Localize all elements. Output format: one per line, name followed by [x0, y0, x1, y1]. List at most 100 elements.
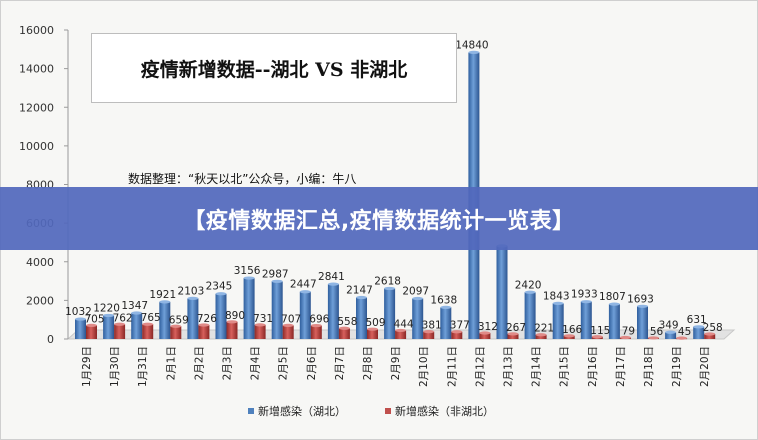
- data-label-non-hubei: 267: [506, 322, 526, 334]
- data-label-hubei: 2841: [318, 271, 345, 283]
- bar-non-hubei-cap: [507, 332, 519, 336]
- bar-hubei: [131, 312, 143, 339]
- bar-hubei-cap: [103, 313, 115, 318]
- bar-hubei-cap: [412, 296, 424, 301]
- bar-hubei: [440, 307, 452, 339]
- x-tick-label: 2月7日: [334, 346, 346, 380]
- x-tick-label: 2月9日: [390, 346, 402, 380]
- x-tick-label: 2月18日: [643, 346, 655, 387]
- bar-non-hubei-cap: [282, 323, 294, 327]
- bar-hubei: [496, 245, 508, 339]
- bar-non-hubei: [254, 324, 266, 339]
- x-tick-label: 2月16日: [587, 346, 599, 387]
- overlay-banner: 【疫情数据汇总,疫情数据统计一览表】: [0, 187, 758, 250]
- data-label-hubei: 2447: [290, 279, 317, 291]
- x-tick-label: 2月5日: [278, 346, 290, 380]
- x-tick-label: 2月6日: [306, 346, 318, 380]
- bar-hubei: [243, 278, 255, 339]
- data-label-non-hubei: 705: [84, 313, 104, 325]
- data-label-hubei: 2103: [178, 285, 205, 297]
- bar-non-hubei: [395, 330, 407, 339]
- data-label-hubei: 1843: [543, 290, 570, 302]
- bar-non-hubei-cap: [676, 336, 688, 340]
- bar-non-hubei: [310, 325, 322, 339]
- bar-non-hubei-cap: [591, 335, 603, 339]
- data-label-non-hubei: 377: [450, 320, 470, 332]
- x-tick-label: 2月10日: [418, 346, 430, 387]
- bar-non-hubei: [704, 334, 716, 339]
- bar-non-hubei-cap: [704, 332, 716, 336]
- bar-non-hubei-cap: [563, 334, 575, 338]
- bar-hubei: [271, 281, 283, 339]
- bar-non-hubei-cap: [114, 322, 126, 326]
- bar-hubei-cap: [299, 290, 311, 294]
- bar-hubei-cap: [187, 296, 199, 300]
- bar-hubei-cap: [440, 305, 452, 309]
- data-label-non-hubei: 731: [253, 313, 273, 325]
- data-label-hubei: 1638: [430, 294, 457, 306]
- data-label-non-hubei: 115: [590, 325, 610, 337]
- bar-hubei: [75, 319, 86, 339]
- bar-non-hubei-cap: [423, 330, 435, 334]
- bar-hubei: [637, 306, 648, 339]
- x-tick-label: 2月3日: [222, 346, 234, 380]
- bar-non-hubei: [226, 321, 238, 339]
- bar-hubei-cap: [524, 290, 536, 294]
- data-label-hubei: 2618: [374, 275, 401, 287]
- data-label-hubei: 3156: [234, 265, 261, 277]
- bar-non-hubei: [198, 324, 210, 339]
- bar-hubei: [215, 293, 227, 339]
- bar-hubei-cap: [271, 279, 283, 283]
- data-label-hubei: 1032: [65, 306, 92, 318]
- bar-hubei: [299, 291, 311, 339]
- data-label-hubei: 2147: [346, 285, 373, 297]
- bar-non-hubei-cap: [86, 323, 97, 327]
- y-tick-label: 12000: [19, 101, 54, 114]
- x-tick-label: 1月30日: [109, 346, 121, 387]
- data-label-non-hubei: 707: [281, 313, 301, 325]
- bar-hubei-cap: [580, 300, 592, 304]
- bar-non-hubei-cap: [226, 320, 238, 324]
- data-label-hubei: 2987: [262, 268, 289, 280]
- data-label-hubei: 14840: [455, 39, 488, 51]
- data-label-non-hubei: 221: [534, 323, 554, 335]
- data-label-hubei: 631: [687, 314, 707, 326]
- bar-non-hubei: [282, 325, 294, 339]
- data-credit-note: 数据整理：“秋天以北”公众号，小编：牛八: [128, 172, 357, 186]
- data-label-non-hubei: 765: [141, 312, 161, 324]
- data-label-non-hubei: 166: [562, 324, 582, 336]
- bar-hubei-cap: [215, 292, 227, 296]
- legend-label-hubei: 新增感染（湖北）: [258, 404, 346, 418]
- bar-non-hubei-cap: [367, 327, 378, 331]
- bar-hubei: [103, 315, 115, 339]
- bar-hubei-cap: [356, 295, 367, 300]
- bar-non-hubei-cap: [395, 328, 407, 333]
- bar-non-hubei-cap: [198, 323, 210, 327]
- data-label-non-hubei: 509: [365, 317, 385, 329]
- data-label-non-hubei: 45: [678, 326, 691, 338]
- y-tick-label: 10000: [19, 140, 54, 153]
- y-tick-label: 0: [47, 333, 54, 346]
- bar-hubei-cap: [384, 286, 396, 291]
- data-label-non-hubei: 312: [478, 321, 498, 333]
- x-tick-label: 2月12日: [474, 346, 486, 387]
- bar-non-hubei-cap: [310, 323, 322, 328]
- x-tick-label: 2月11日: [446, 346, 458, 387]
- data-label-hubei: 1933: [571, 289, 598, 301]
- bar-hubei-cap: [131, 311, 143, 315]
- data-label-hubei: 2345: [206, 281, 233, 293]
- bar-hubei-cap: [637, 304, 648, 308]
- bar-hubei: [665, 332, 677, 339]
- bar-hubei: [187, 298, 199, 339]
- bar-hubei-cap: [468, 50, 480, 55]
- data-label-non-hubei: 381: [422, 320, 442, 332]
- data-label-hubei: 1693: [627, 293, 654, 305]
- bar-non-hubei: [367, 329, 378, 339]
- bar-non-hubei-cap: [451, 330, 463, 334]
- chart-title: 疫情新增数据--湖北 VS 非湖北: [140, 58, 408, 81]
- bar-non-hubei: [170, 326, 182, 339]
- data-label-non-hubei: 79: [622, 325, 635, 337]
- y-tick-label: 2000: [26, 294, 54, 307]
- data-label-hubei: 1220: [93, 302, 120, 314]
- bar-hubei-cap: [608, 302, 620, 306]
